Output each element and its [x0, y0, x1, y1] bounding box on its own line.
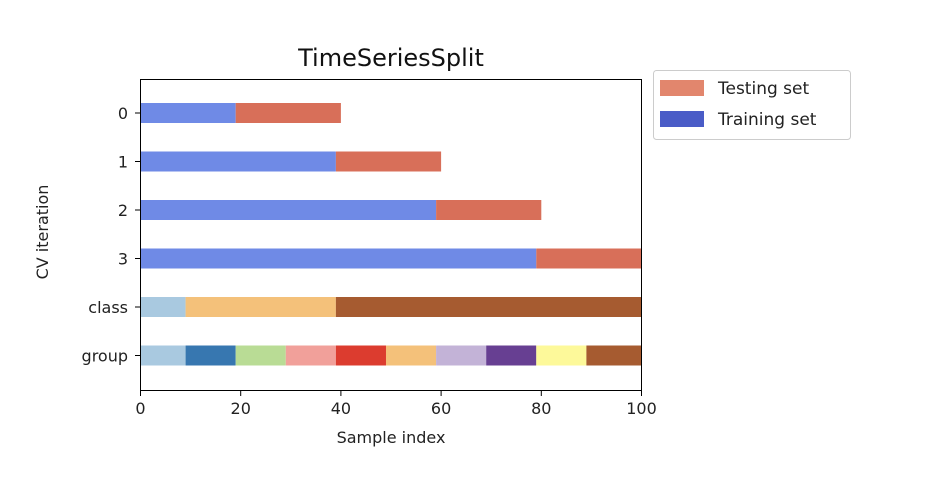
bars-layer	[140, 103, 642, 366]
y-tick-label-group: group	[82, 347, 128, 366]
group-segment-2	[235, 345, 286, 366]
class-segment-1	[185, 297, 336, 317]
x-tick-label-100: 100	[626, 399, 657, 418]
group-segment-6	[436, 345, 487, 366]
x-axis-ticks: 0 20 40 60 80 100	[135, 390, 657, 418]
legend: Testing set Training set	[653, 70, 851, 140]
class-segment-0	[140, 297, 186, 317]
training-bar-0	[140, 103, 236, 123]
group-segment-5	[385, 345, 437, 366]
legend-swatch-training	[660, 111, 704, 127]
group-segment-9	[586, 345, 642, 366]
x-tick-label-0: 0	[135, 399, 145, 418]
x-tick-label-40: 40	[331, 399, 351, 418]
legend-label-testing: Testing set	[717, 79, 809, 99]
plot-frame	[140, 79, 642, 391]
legend-swatch-testing	[660, 80, 704, 96]
training-bar-3	[140, 248, 537, 269]
group-segment-0	[140, 345, 186, 366]
class-segment-2	[335, 297, 642, 317]
group-segment-4	[335, 345, 386, 366]
y-tick-label-0: 0	[118, 104, 128, 123]
chart-title: TimeSeriesSplit	[297, 44, 484, 72]
group-segment-7	[486, 345, 537, 366]
training-bar-2	[140, 200, 437, 220]
y-axis-ticks: 0 1 2 3 class group	[82, 104, 141, 366]
x-axis-label: Sample index	[337, 428, 446, 447]
x-tick-label-20: 20	[231, 399, 251, 418]
testing-bar-0	[235, 103, 341, 123]
testing-bar-3	[536, 248, 642, 269]
testing-bar-2	[436, 200, 542, 220]
group-segment-1	[185, 345, 236, 366]
y-axis-label: CV iteration	[33, 185, 52, 280]
y-tick-label-3: 3	[118, 250, 128, 269]
x-tick-label-60: 60	[431, 399, 451, 418]
x-tick-label-80: 80	[531, 399, 551, 418]
y-tick-label-1: 1	[118, 153, 128, 172]
y-tick-label-2: 2	[118, 201, 128, 220]
y-tick-label-class: class	[88, 298, 128, 317]
group-segment-8	[536, 345, 587, 366]
training-bar-1	[140, 151, 336, 172]
legend-label-training: Training set	[717, 110, 817, 130]
testing-bar-1	[335, 151, 442, 172]
group-segment-3	[285, 345, 336, 366]
